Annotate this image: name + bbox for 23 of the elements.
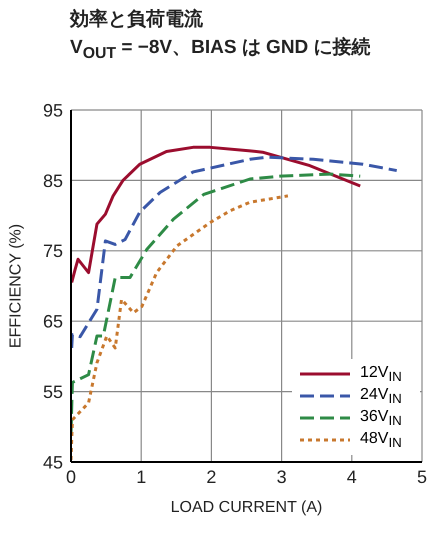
y-tick-label: 55 [42, 382, 63, 402]
y-tick-label: 95 [42, 100, 63, 120]
y-tick-label: 75 [42, 241, 63, 262]
legend-label: 48V$_{IN}$ [360, 430, 402, 450]
x-tick-label: 3 [276, 466, 287, 487]
x-tick-label: 0 [66, 466, 76, 487]
legend-label: 12V$_{IN}$ [360, 364, 402, 384]
line-series [71, 146, 362, 284]
x-tick-label: 1 [136, 466, 146, 487]
y-tick-label: 85 [42, 170, 63, 191]
y-tick-label: 45 [42, 452, 63, 472]
x-axis-title: LOAD CURRENT (A) [170, 499, 322, 516]
line-series [71, 194, 290, 462]
x-tick-label: 4 [346, 466, 357, 487]
x-tick-label: 2 [206, 466, 216, 487]
y-tick-label: 65 [42, 312, 63, 332]
chart-subtitle: V$_{OUT}$ = −8V、BIAS は GND に接続 [70, 36, 372, 64]
legend-label: 24V$_{IN}$ [360, 386, 402, 406]
line-series [71, 156, 398, 350]
legend-label: 36V$_{IN}$ [360, 408, 402, 428]
y-axis-title: EFFICIENCY (%) [8, 224, 25, 348]
x-tick-label: 5 [416, 466, 428, 487]
chart-title: 効率と負荷電流 [70, 8, 204, 32]
